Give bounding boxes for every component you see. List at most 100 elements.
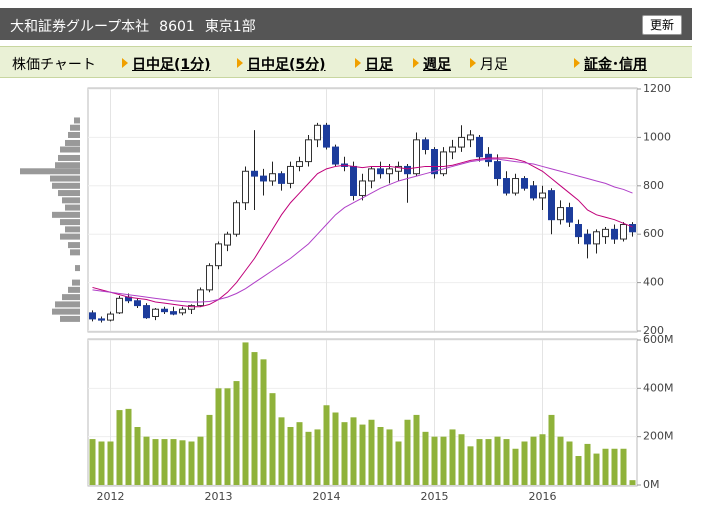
volume-bar bbox=[89, 439, 96, 485]
volume-bar bbox=[476, 439, 483, 485]
candle-body bbox=[188, 305, 195, 310]
volume-bar bbox=[521, 441, 528, 485]
volume-bar bbox=[467, 446, 474, 485]
volume-profile-bar bbox=[58, 154, 80, 161]
volume-bar bbox=[233, 381, 240, 485]
tab-link[interactable]: 証金･信用 bbox=[584, 57, 647, 73]
candle-body bbox=[557, 207, 564, 221]
y-tick-label: 0M bbox=[643, 478, 660, 491]
moving-average bbox=[92, 158, 633, 303]
volume-profile-bar bbox=[55, 162, 80, 169]
volume-bar bbox=[413, 414, 420, 485]
volume-profile-bar bbox=[65, 139, 80, 146]
candle-body bbox=[89, 312, 96, 320]
volume-profile-bar bbox=[75, 265, 80, 272]
header-title: 大和証券グループ本社 8601 東京1部 bbox=[10, 16, 266, 36]
volume-bar bbox=[629, 480, 636, 485]
volume-bar bbox=[98, 441, 105, 485]
candle-body bbox=[458, 136, 465, 148]
volume-bar bbox=[494, 436, 501, 485]
candle-body bbox=[296, 161, 303, 167]
volume-bar bbox=[260, 359, 267, 485]
volume-bar bbox=[431, 436, 438, 485]
tab-link[interactable]: 日中足(1分) bbox=[132, 57, 211, 73]
volume-profile-bar bbox=[58, 190, 80, 197]
volume-bar bbox=[611, 448, 618, 485]
y-tick-label: 800 bbox=[643, 179, 664, 192]
x-tick-label: 2016 bbox=[529, 490, 557, 503]
volume-bar bbox=[278, 417, 285, 485]
candle-body bbox=[368, 168, 375, 182]
volume-bar bbox=[485, 439, 492, 485]
volume-bar bbox=[548, 414, 555, 485]
volume-bar bbox=[197, 436, 204, 485]
candle-body bbox=[107, 313, 114, 321]
tab-link[interactable]: 週足 bbox=[423, 57, 451, 73]
volume-profile-bar bbox=[70, 124, 80, 131]
tab-link[interactable]: 日中足(5分) bbox=[247, 57, 326, 73]
volume-bar bbox=[350, 417, 357, 485]
y-tick-label: 400M bbox=[643, 381, 674, 394]
tab-link[interactable]: 日足 bbox=[365, 57, 393, 73]
market: 東京1部 bbox=[204, 19, 256, 35]
candle-body bbox=[332, 146, 339, 165]
candle-body bbox=[287, 165, 294, 184]
candle-body bbox=[143, 305, 150, 319]
volume-profile-bar bbox=[60, 146, 80, 153]
candle-body bbox=[161, 308, 168, 313]
refresh-button[interactable]: 更新 bbox=[642, 15, 682, 35]
candle-body bbox=[494, 161, 501, 180]
candle-body bbox=[422, 139, 429, 151]
candle-body bbox=[260, 175, 267, 182]
volume-profile-bar bbox=[52, 211, 80, 218]
candle-body bbox=[395, 165, 402, 172]
company: 大和証券グループ本社 bbox=[10, 19, 150, 35]
candle-body bbox=[449, 146, 456, 153]
y-tick-label: 400 bbox=[643, 276, 664, 289]
candle-body bbox=[512, 178, 519, 194]
x-tick-label: 2013 bbox=[205, 490, 233, 503]
candle-body bbox=[575, 224, 582, 238]
volume-profile-bar bbox=[74, 117, 80, 124]
volume-profile-bar bbox=[62, 197, 80, 204]
volume-bar bbox=[314, 429, 321, 485]
candle-body bbox=[323, 124, 330, 148]
volume-profile-bar bbox=[60, 315, 80, 322]
candle-body bbox=[548, 190, 555, 221]
candle-body bbox=[350, 165, 357, 196]
volume-bar bbox=[224, 388, 231, 485]
volume-profile-bar bbox=[60, 233, 80, 240]
volume-bar bbox=[287, 427, 294, 485]
volume-bar bbox=[152, 439, 159, 485]
volume-bar bbox=[161, 439, 168, 485]
volume-profile-bar bbox=[50, 175, 80, 182]
candle-body bbox=[377, 168, 384, 175]
tab-current: 月足 bbox=[480, 57, 508, 73]
volume-bar bbox=[404, 419, 411, 485]
volume-bar bbox=[620, 448, 627, 485]
volume-bar bbox=[359, 424, 366, 485]
volume-bar bbox=[530, 436, 537, 485]
volume-bar bbox=[251, 352, 258, 485]
volume-bar bbox=[566, 441, 573, 485]
volume-profile-bar bbox=[20, 168, 80, 175]
volume-profile-bar bbox=[68, 286, 80, 293]
volume-bar bbox=[584, 443, 591, 485]
candle-body bbox=[431, 149, 438, 175]
x-tick-label: 2012 bbox=[97, 490, 125, 503]
volume-bar bbox=[503, 439, 510, 485]
volume-bar bbox=[341, 422, 348, 485]
volume-bar bbox=[143, 436, 150, 485]
candle-body bbox=[629, 224, 636, 233]
candle-body bbox=[413, 139, 420, 175]
candle-body bbox=[521, 178, 528, 189]
volume-bar bbox=[125, 408, 132, 485]
volume-profile-bar bbox=[60, 219, 80, 226]
volume-bar bbox=[206, 414, 213, 485]
candle-body bbox=[386, 168, 393, 175]
volume-bar bbox=[179, 440, 186, 485]
candle-body bbox=[314, 124, 321, 141]
tab-bar: 株価チャート 日中足(1分) 日中足(5分) 日足 週足 月足 証金･信用 bbox=[0, 46, 692, 78]
candle-body bbox=[215, 243, 222, 267]
candle-body bbox=[602, 228, 609, 238]
